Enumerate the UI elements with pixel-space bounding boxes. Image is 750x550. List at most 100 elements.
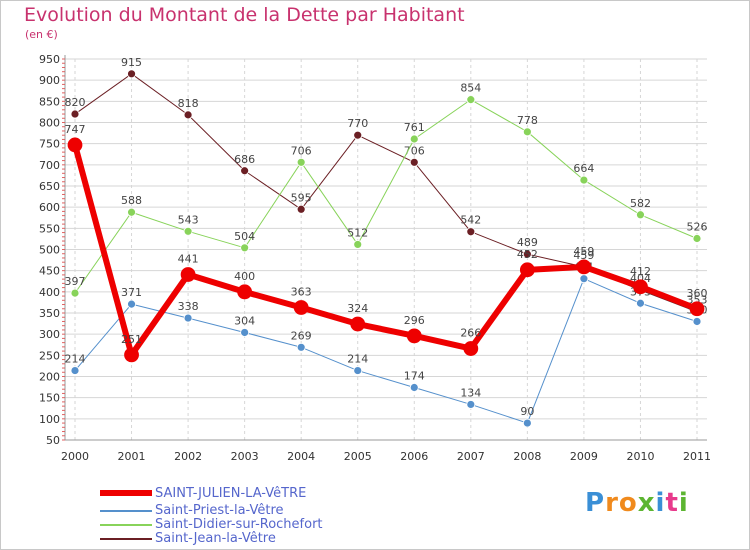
data-label: 512 [347,226,368,239]
logo-letter: i [678,488,689,518]
y-tick-label: 850 [39,95,60,108]
data-point [522,249,532,259]
data-label: 214 [65,353,86,366]
data-point [296,204,306,214]
data-point [353,240,363,249]
x-tick-label: 2002 [174,450,202,463]
data-point [296,157,306,167]
y-tick-label: 450 [39,265,60,278]
data-point [633,279,648,295]
series-line [72,141,700,358]
data-label: 747 [65,123,86,136]
data-label: 504 [234,230,255,243]
data-label: 134 [460,386,481,399]
data-label: 459 [573,249,594,262]
logo-letter: P [585,488,606,518]
data-point [579,274,589,284]
data-label: 360 [687,287,708,300]
data-point [240,166,250,176]
data-point [127,299,136,309]
data-label: 582 [630,197,651,210]
data-point [293,300,309,315]
series-line [74,278,698,424]
chart-title: Evolution du Montant de la Dette par Hab… [24,4,465,26]
y-tick-label: 950 [39,53,60,66]
y-tick-label: 700 [39,159,60,172]
x-tick-label: 2011 [683,450,711,463]
y-tick-label: 50 [46,434,60,447]
data-label: 353 [687,294,708,307]
logo-letter: r [605,488,619,518]
y-tick-label: 650 [39,180,60,193]
data-label: 526 [687,220,708,233]
logo-letter: i [655,488,666,518]
data-label: 818 [178,97,199,110]
data-point [406,328,422,344]
x-tick-label: 2000 [61,450,89,463]
data-label: 338 [178,300,199,313]
data-point [237,284,253,300]
data-label: 397 [65,275,86,288]
data-label: 459 [573,245,594,258]
y-tick-label: 150 [39,392,60,405]
data-point [692,317,702,326]
data-label: 770 [347,117,368,130]
data-label: 854 [460,82,481,95]
data-label: 706 [404,144,425,157]
data-point [466,95,476,105]
data-label: 174 [404,370,425,383]
logo-letter: x [637,488,656,518]
data-label: 90 [520,405,534,418]
legend-label-saint-didier: Saint-Didier-sur-Rochefort [155,517,323,532]
data-point [240,243,250,253]
x-tick-label: 2007 [457,450,485,463]
data-label: 441 [178,252,199,265]
data-label: 542 [460,214,481,227]
data-point [692,234,702,243]
data-point [466,400,476,409]
data-point [183,110,193,120]
legend-label-saint-julien: SAINT-JULIEN-LA-VêTRE [155,486,307,501]
data-label: 251 [121,333,142,346]
data-label: 412 [630,265,651,278]
data-point [127,207,136,217]
data-label: 820 [65,96,86,109]
x-tick-label: 2006 [400,450,428,463]
y-tick-label: 300 [39,328,60,341]
data-label: 452 [517,248,538,261]
legend-swatch-saint-didier [100,524,152,526]
data-label: 214 [347,353,368,366]
data-label: 400 [234,270,255,283]
data-label: 324 [347,302,368,315]
data-label: 489 [517,236,538,249]
proxiti-logo: Proxiti [585,488,689,518]
legend-swatch-saint-julien [100,490,152,496]
data-label: 269 [291,329,312,342]
data-label: 686 [234,153,255,166]
data-point [70,288,80,298]
data-point [579,175,589,185]
data-point [127,69,136,79]
data-point [70,366,80,375]
data-label: 915 [121,56,142,69]
data-label: 761 [404,121,425,134]
data-point [636,210,645,220]
data-point [240,328,250,337]
data-point [409,134,419,144]
y-tick-label: 600 [39,201,60,214]
data-point [180,267,196,282]
data-point [636,298,645,308]
x-tick-label: 2010 [626,450,654,463]
data-point [522,127,532,137]
x-tick-label: 2001 [118,450,146,463]
data-point [522,418,532,428]
data-point [466,227,476,237]
data-point [350,316,366,332]
y-tick-label: 400 [39,286,60,299]
data-point [576,259,592,275]
data-label: 595 [291,191,312,204]
x-tick-label: 2003 [231,450,259,463]
data-point [183,313,193,323]
legend-swatch-saint-jean [100,538,152,540]
x-tick-label: 2004 [287,450,315,463]
